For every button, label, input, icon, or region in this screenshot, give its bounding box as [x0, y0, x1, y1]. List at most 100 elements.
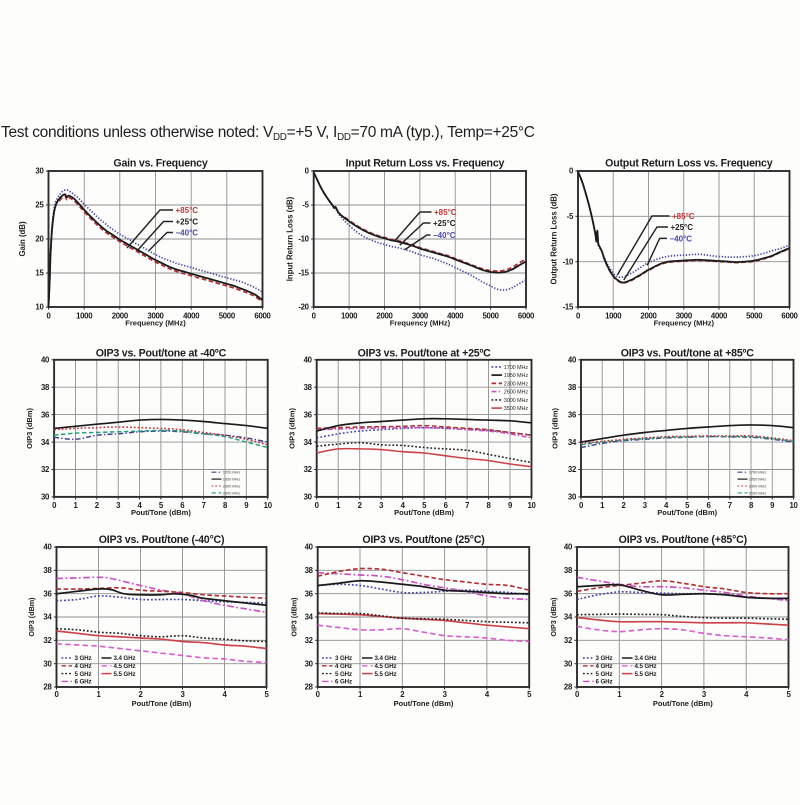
svg-text:6 GHz: 6 GHz [75, 679, 92, 686]
svg-text:+85°C: +85°C [176, 206, 199, 215]
svg-text:4: 4 [401, 501, 406, 510]
svg-text:OIP3 vs. Pout/tone at +25ºC: OIP3 vs. Pout/tone at +25ºC [358, 347, 492, 359]
svg-text:OIP3 (dBm): OIP3 (dBm) [288, 407, 297, 448]
svg-text:40: 40 [43, 543, 52, 552]
svg-text:10: 10 [264, 501, 273, 510]
svg-text:3 GHz: 3 GHz [596, 655, 613, 662]
svg-text:Output Return Loss (dB): Output Return Loss (dB) [550, 193, 559, 284]
svg-text:30: 30 [43, 659, 52, 668]
svg-text:3 GHz: 3 GHz [75, 655, 92, 662]
svg-text:0: 0 [52, 501, 57, 510]
svg-text:-5: -5 [302, 201, 309, 210]
svg-text:10: 10 [35, 303, 44, 312]
svg-text:-10: -10 [298, 235, 309, 244]
svg-text:4: 4 [222, 690, 227, 699]
svg-text:6 GHz: 6 GHz [596, 679, 613, 686]
svg-text:3 GHz: 3 GHz [335, 655, 352, 662]
svg-text:34: 34 [43, 613, 52, 622]
svg-text:3: 3 [643, 501, 648, 510]
svg-text:8: 8 [749, 501, 754, 510]
svg-text:0: 0 [569, 167, 574, 176]
svg-text:4: 4 [137, 501, 142, 510]
svg-text:5: 5 [159, 501, 164, 510]
svg-text:8: 8 [223, 501, 228, 510]
svg-text:3: 3 [702, 690, 707, 699]
svg-text:15: 15 [35, 269, 44, 278]
svg-text:30: 30 [568, 493, 577, 502]
svg-text:32: 32 [305, 636, 314, 645]
svg-text:32: 32 [304, 465, 313, 474]
svg-text:0: 0 [305, 167, 310, 176]
svg-text:0: 0 [579, 501, 584, 510]
svg-text:4000: 4000 [447, 312, 464, 321]
svg-text:OIP3 (dBm): OIP3 (dBm) [290, 597, 299, 637]
svg-text:9: 9 [508, 501, 513, 510]
svg-text:2: 2 [358, 501, 363, 510]
svg-text:3: 3 [443, 690, 448, 699]
svg-text:9: 9 [770, 501, 775, 510]
svg-text:1000: 1000 [341, 312, 358, 321]
svg-text:OIP3 vs. Pout/tone (+85°C): OIP3 vs. Pout/tone (+85°C) [619, 534, 747, 546]
svg-text:28: 28 [43, 683, 52, 692]
svg-text:Frequency (MHz): Frequency (MHz) [390, 319, 451, 328]
svg-text:−40°C: −40°C [176, 228, 199, 237]
svg-text:7: 7 [728, 501, 732, 510]
svg-text:2: 2 [400, 690, 405, 699]
svg-text:+85°C: +85°C [672, 212, 695, 221]
svg-text:5000: 5000 [483, 312, 500, 321]
svg-text:3: 3 [379, 501, 384, 510]
svg-text:30: 30 [304, 493, 313, 502]
svg-text:4 GHz: 4 GHz [596, 663, 613, 670]
svg-text:Pout/Tone (dBm): Pout/Tone (dBm) [657, 508, 717, 517]
svg-text:0: 0 [315, 501, 320, 510]
svg-text:34: 34 [305, 613, 314, 622]
svg-text:40: 40 [564, 543, 573, 552]
svg-text:1700 MHz: 1700 MHz [749, 470, 767, 475]
svg-text:2000: 2000 [640, 312, 657, 321]
svg-text:36: 36 [43, 589, 52, 598]
svg-text:5 GHz: 5 GHz [596, 671, 613, 678]
svg-text:3: 3 [180, 690, 185, 699]
svg-text:40: 40 [41, 356, 50, 365]
svg-text:40: 40 [568, 356, 577, 365]
svg-text:-20: -20 [298, 303, 309, 312]
svg-text:20: 20 [35, 235, 44, 244]
svg-text:6000: 6000 [254, 312, 271, 321]
svg-text:Pout/Tone (dBm): Pout/Tone (dBm) [653, 699, 713, 708]
svg-text:Pout/Tone (dBm): Pout/Tone (dBm) [131, 508, 191, 517]
svg-text:5.5 GHz: 5.5 GHz [114, 671, 136, 678]
svg-text:30: 30 [564, 659, 573, 668]
svg-text:Input Return Loss (dB): Input Return Loss (dB) [286, 196, 295, 281]
svg-text:38: 38 [304, 383, 313, 392]
svg-text:1: 1 [617, 690, 622, 699]
svg-text:Frequency (MHz): Frequency (MHz) [654, 319, 715, 328]
svg-text:Input Return Loss vs. Frequenc: Input Return Loss vs. Frequency [346, 158, 505, 170]
svg-text:36: 36 [564, 589, 573, 598]
svg-text:32: 32 [568, 465, 577, 474]
svg-text:38: 38 [568, 383, 577, 392]
svg-text:6000: 6000 [781, 312, 798, 321]
svg-text:3500 MHz: 3500 MHz [504, 406, 529, 412]
svg-text:3.4 GHz: 3.4 GHz [114, 655, 136, 662]
svg-text:1: 1 [336, 501, 341, 510]
svg-text:30: 30 [41, 493, 50, 502]
svg-text:7: 7 [465, 501, 469, 510]
svg-text:2300 MHz: 2300 MHz [504, 381, 529, 387]
svg-text:10: 10 [527, 501, 536, 510]
svg-text:5 GHz: 5 GHz [75, 671, 92, 678]
svg-text:1700 MHz: 1700 MHz [504, 365, 529, 371]
svg-text:2300 MHz: 2300 MHz [223, 483, 241, 488]
svg-text:2600 MHz: 2600 MHz [749, 490, 767, 495]
svg-text:1700 MHz: 1700 MHz [223, 470, 241, 475]
svg-text:5: 5 [264, 690, 269, 699]
svg-text:0: 0 [576, 312, 581, 321]
svg-text:1950 MHz: 1950 MHz [223, 477, 241, 482]
svg-text:5: 5 [422, 501, 427, 510]
svg-text:3: 3 [116, 501, 121, 510]
svg-text:Pout/Tone (dBm): Pout/Tone (dBm) [394, 508, 454, 517]
svg-text:−40°C: −40°C [670, 234, 693, 243]
svg-text:40: 40 [304, 356, 313, 365]
svg-text:Frequency (MHz): Frequency (MHz) [125, 319, 186, 328]
svg-text:4.5 GHz: 4.5 GHz [375, 663, 397, 670]
svg-text:−40°C: −40°C [433, 231, 456, 240]
